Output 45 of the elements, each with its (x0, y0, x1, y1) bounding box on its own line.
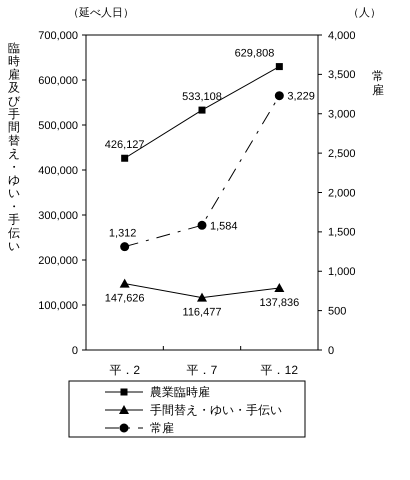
data-label: 1,584 (210, 220, 238, 232)
y-tick-label: 200,000 (38, 254, 78, 267)
y2-tick-label: 2,000 (328, 187, 356, 200)
data-label: 116,477 (182, 306, 222, 319)
point (197, 292, 207, 302)
point (121, 154, 128, 162)
legend-label: 農業臨時雇 (150, 385, 210, 400)
y2-tick-label: 4,000 (328, 30, 356, 42)
text: 臨時雇及び手間替え・ゆい・手伝い (8, 41, 20, 253)
data-label: 1,312 (108, 228, 136, 240)
x-tick-label: 平．2 (109, 363, 140, 377)
y-tick-label: 600,000 (38, 74, 78, 87)
y2-tick-label: 1,500 (328, 226, 356, 239)
data-label: 533,108 (182, 91, 222, 104)
y2-axis-title: 常雇 (372, 69, 384, 97)
y2-tick-label: 2,500 (328, 148, 356, 160)
data-label: 3,229 (287, 90, 315, 103)
y-tick-label: 100,000 (38, 300, 78, 312)
data-label: 147,626 (104, 292, 145, 305)
point (274, 282, 284, 292)
data-label: 629,808 (234, 48, 274, 60)
y-tick-label: 300,000 (38, 210, 78, 222)
y-tick-label: 400,000 (38, 164, 78, 177)
point (120, 278, 130, 288)
legend-label: 常雇 (150, 421, 174, 436)
x-tick-label: 平．12 (260, 363, 298, 377)
text: （人） (348, 7, 381, 19)
y2-tick-label: 0 (328, 344, 334, 357)
data-label: 137,836 (259, 296, 300, 309)
point (198, 106, 206, 114)
data-label: 426,127 (104, 139, 145, 152)
text: （延べ人日） (68, 7, 134, 19)
y-tick-label: 500,000 (38, 120, 78, 132)
point (274, 91, 284, 100)
y2-tick-label: 3,000 (328, 108, 356, 121)
y2-tick-label: 500 (328, 305, 346, 318)
y2-tick-label: 3,500 (328, 69, 356, 82)
point (198, 220, 206, 230)
x-tick-label: 平．7 (186, 363, 218, 377)
point (276, 63, 283, 70)
y-tick-label: 700,000 (38, 30, 78, 42)
y2-tick-label: 1,000 (328, 266, 356, 278)
legend-label: 手間替え・ゆい・手伝い (150, 403, 282, 418)
y-tick-label: 0 (72, 344, 78, 357)
point (120, 242, 130, 252)
